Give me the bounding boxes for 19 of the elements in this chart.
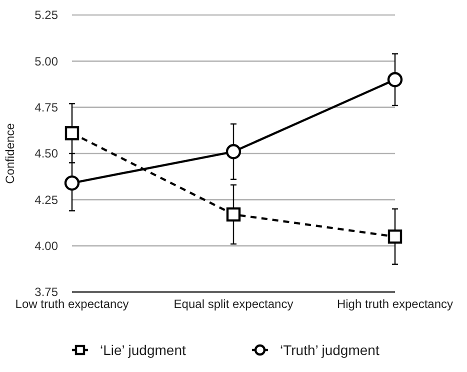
y-tick-label: 4.50	[34, 146, 58, 161]
y-tick-label: 5.00	[34, 54, 58, 68]
y-axis-title: Confidence	[3, 122, 17, 184]
x-tick-label: Low truth expectancy	[15, 297, 129, 311]
y-tick-label: 4.25	[34, 192, 58, 207]
y-tick-label: 3.75	[34, 285, 58, 300]
y-tick-label: 4.00	[34, 239, 58, 254]
x-tick-label: High truth expectancy	[336, 297, 454, 311]
y-tick-label: 5.25	[34, 8, 58, 22]
point	[388, 230, 402, 244]
legend-label: ‘Truth’ judgment	[280, 342, 380, 358]
point	[64, 175, 80, 191]
legend-label: ‘Lie’ judgment	[100, 342, 186, 358]
point	[226, 144, 242, 160]
point	[226, 207, 241, 222]
point	[387, 72, 403, 88]
point	[64, 126, 80, 140]
y-tick-label: 4.75	[34, 100, 58, 115]
x-tick-label: Equal split expectancy	[174, 297, 294, 311]
